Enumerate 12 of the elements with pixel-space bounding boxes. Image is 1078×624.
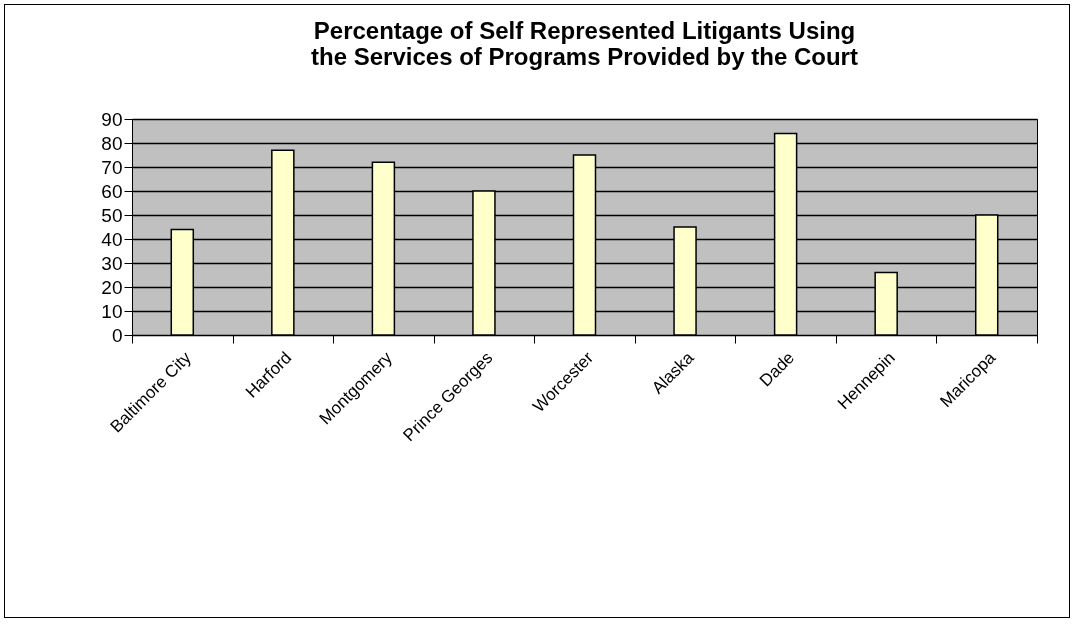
text: the Services of Programs Provided by the Court (311, 43, 858, 70)
y-tick-label: 60 (101, 180, 123, 202)
y-tick-label: 50 (101, 204, 123, 226)
y-tick-label: 80 (101, 132, 123, 154)
y-tick-label: 20 (101, 276, 123, 298)
y-tick-label: 70 (101, 156, 123, 178)
y-tick-label: 40 (101, 228, 123, 250)
text: Percentage of Self Represented Litigants Using (313, 17, 856, 44)
y-tick-label: 0 (111, 324, 123, 346)
y-tick-label: 10 (101, 300, 123, 322)
y-tick-label: 30 (101, 252, 123, 274)
y-tick-label: 90 (101, 108, 123, 130)
